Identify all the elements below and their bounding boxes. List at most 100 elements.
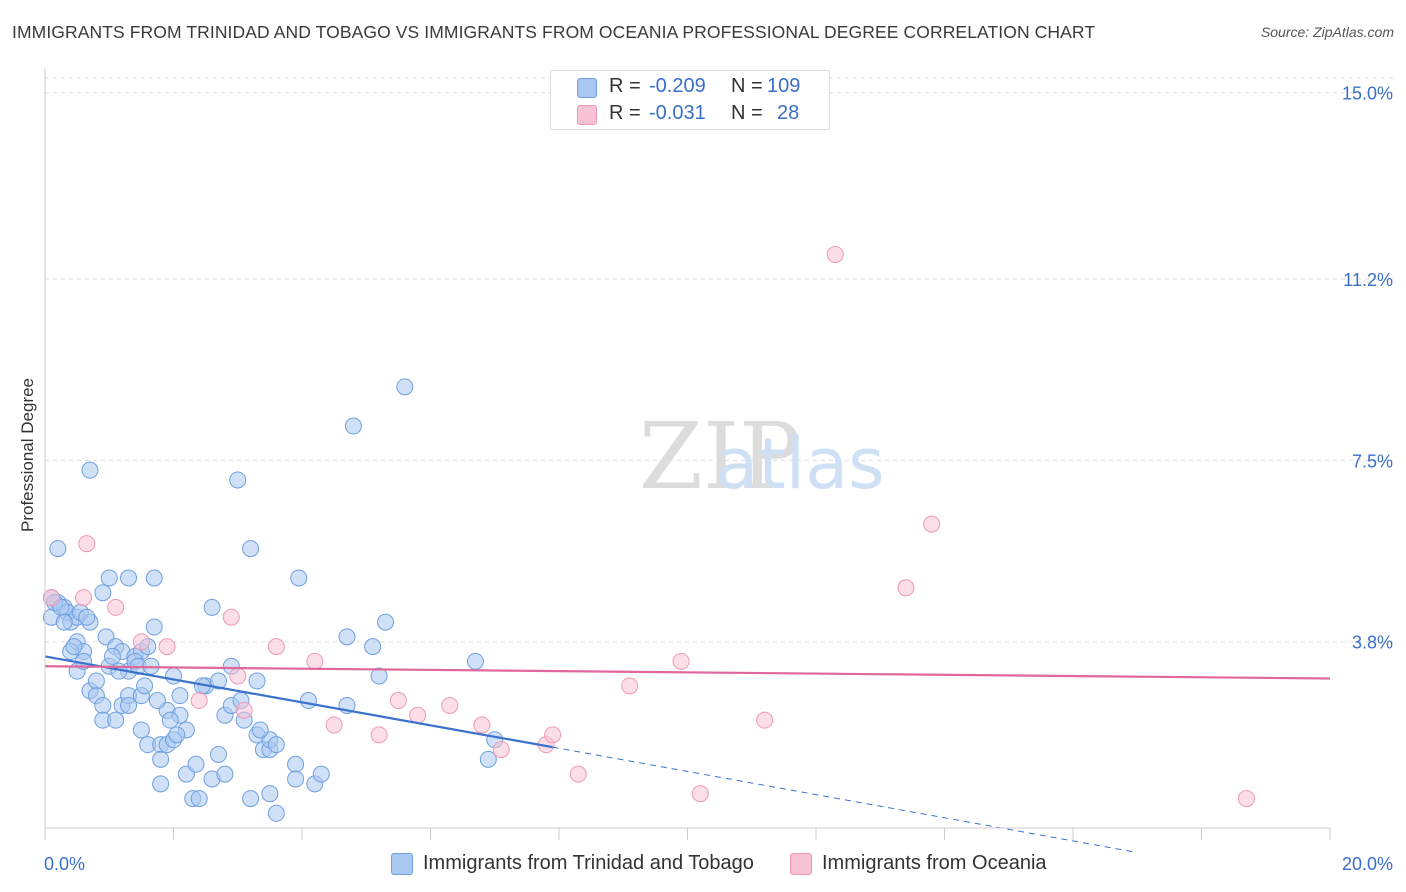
blue-point	[344, 417, 362, 435]
pink-point	[306, 652, 324, 670]
chart-title: IMMIGRANTS FROM TRINIDAD AND TOBAGO VS I…	[12, 22, 1096, 42]
blue-point	[78, 608, 96, 626]
blue-point	[209, 745, 227, 763]
data-points	[42, 245, 1255, 822]
pink-point	[75, 589, 93, 607]
pink-point	[42, 589, 60, 607]
blue-point	[81, 461, 99, 479]
pink-point	[389, 692, 407, 710]
blue-point	[49, 540, 67, 558]
source-label: Source: ZipAtlas.com	[1260, 24, 1394, 40]
legend-swatch-blue	[391, 853, 413, 875]
n-value: 109	[767, 75, 801, 97]
pink-point	[473, 716, 491, 734]
n-value: 28	[777, 102, 800, 124]
blue-point	[290, 569, 308, 587]
pink-point	[235, 701, 253, 719]
blue-point	[312, 765, 330, 783]
pink-point	[409, 706, 427, 724]
blue-point	[251, 721, 269, 739]
legend-label: Immigrants from Trinidad and Tobago	[423, 852, 754, 874]
blue-point	[120, 696, 138, 714]
blue-point	[187, 755, 205, 773]
legend-row-pink: R = -0.031 N = 28	[551, 100, 829, 126]
blue-trend-extension	[552, 746, 1138, 854]
blue-point	[152, 775, 170, 793]
blue-point	[94, 696, 112, 714]
blue-point	[287, 755, 305, 773]
blue-point	[338, 628, 356, 646]
pink-point	[569, 765, 587, 783]
pink-point	[1237, 790, 1255, 808]
x-tick-label: 0.0%	[44, 854, 85, 874]
r-label: R =	[609, 75, 641, 97]
n-label: N =	[731, 102, 763, 124]
r-value: -0.209	[649, 75, 706, 97]
blue-point	[209, 672, 227, 690]
blue-point	[242, 790, 260, 808]
blue-point	[87, 672, 105, 690]
blue-point	[132, 721, 150, 739]
pink-point	[441, 696, 459, 714]
pink-point	[229, 667, 247, 685]
pink-point	[691, 785, 709, 803]
legend-swatch-pink	[577, 105, 597, 125]
r-value: -0.031	[649, 102, 706, 124]
legend-swatch-blue	[577, 78, 597, 98]
blue-point	[267, 736, 285, 754]
blue-point	[287, 770, 305, 788]
y-tick-label: 7.5%	[1352, 451, 1393, 471]
blue-point	[203, 598, 221, 616]
blue-point	[65, 638, 83, 656]
blue-point	[168, 726, 186, 744]
legend-row-blue: R = -0.209 N = 109	[551, 73, 829, 99]
pink-point	[826, 245, 844, 263]
blue-point	[55, 613, 73, 631]
trend-lines	[44, 655, 1331, 854]
correlation-legend: R = -0.209 N = 109 R = -0.031 N = 28	[550, 70, 830, 130]
blue-point	[136, 677, 154, 695]
watermark-zip: ZIP	[639, 403, 801, 510]
pink-point	[544, 726, 562, 744]
blue-point	[100, 569, 118, 587]
blue-point	[242, 540, 260, 558]
grid	[45, 77, 1395, 643]
pink-point	[492, 741, 510, 759]
blue-point	[152, 750, 170, 768]
pink-point	[897, 579, 915, 597]
blue-point	[190, 790, 208, 808]
blue-point	[145, 569, 163, 587]
pink-point	[78, 535, 96, 553]
pink-point	[756, 711, 774, 729]
blue-point	[161, 711, 179, 729]
legend-label: Immigrants from Oceania	[822, 852, 1047, 874]
pink-point	[190, 692, 208, 710]
y-tick-label: 3.8%	[1352, 633, 1393, 653]
blue-point	[107, 711, 125, 729]
blue-point	[171, 687, 189, 705]
blue-point	[261, 785, 279, 803]
blue-point	[229, 471, 247, 489]
pink-point	[325, 716, 343, 734]
n-label: N =	[731, 75, 763, 97]
blue-point	[299, 692, 317, 710]
blue-point	[479, 750, 497, 768]
y-tick-label: 11.2%	[1343, 270, 1393, 290]
r-label: R =	[609, 102, 641, 124]
pink-point	[222, 608, 240, 626]
blue-point	[466, 652, 484, 670]
pink-point	[923, 515, 941, 533]
blue-point	[165, 667, 182, 685]
blue-point	[148, 692, 166, 710]
watermark-atlas: atlas	[715, 423, 884, 505]
x-tick-label: 20.0%	[1342, 854, 1393, 874]
blue-point	[396, 378, 414, 396]
blue-point	[120, 569, 138, 587]
y-axis-title: Professional Degree	[18, 377, 37, 533]
blue-point	[103, 647, 121, 665]
pink-point	[158, 638, 176, 656]
blue-point	[248, 672, 266, 690]
blue-point	[267, 804, 285, 822]
pink-point	[107, 598, 125, 616]
